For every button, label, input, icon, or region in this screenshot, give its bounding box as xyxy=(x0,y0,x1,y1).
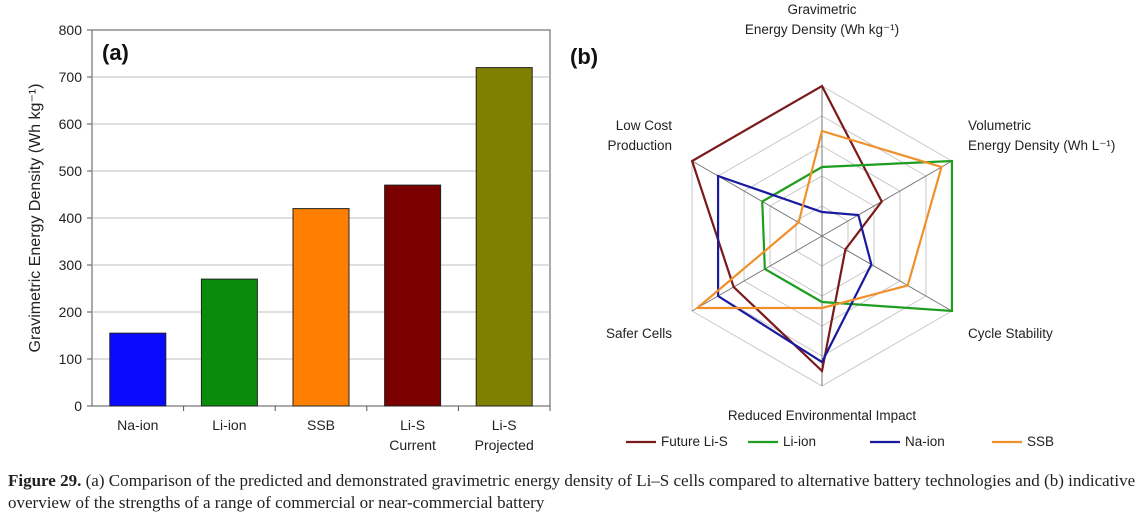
radar-axis-label: Cycle Stability xyxy=(968,326,1053,341)
x-tick-label: Na-ion xyxy=(117,417,158,433)
radar-axis-label: Gravimetric xyxy=(787,2,856,17)
x-tick-label: Li-ion xyxy=(212,417,246,433)
figure-caption: Figure 29. (a) Comparison of the predict… xyxy=(8,470,1136,514)
radar-series xyxy=(761,159,954,313)
legend-label: Na-ion xyxy=(905,434,945,449)
bar xyxy=(200,278,258,407)
radar-axis-label: Energy Density (Wh L⁻¹) xyxy=(968,138,1115,153)
bar xyxy=(109,332,167,407)
panel-label: (a) xyxy=(102,40,129,65)
y-tick-label: 100 xyxy=(59,351,83,367)
y-axis-label: Gravimetric Energy Density (Wh kg⁻¹) xyxy=(27,84,44,353)
y-tick-label: 500 xyxy=(59,163,83,179)
radar-axis-label: Reduced Environmental Impact xyxy=(728,408,917,423)
y-tick-label: 700 xyxy=(59,69,83,85)
y-tick-label: 0 xyxy=(74,398,82,414)
radar-chart-panel: (b) Gravimetric Energy Density (Wh kg⁻¹) Vo… xyxy=(568,0,1144,460)
radar-chart: (b) Gravimetric Energy Density (Wh kg⁻¹) Vo… xyxy=(570,2,1115,449)
radar-axis-label: Low Cost xyxy=(616,118,673,133)
y-tick-label: 600 xyxy=(59,116,83,132)
radar-axis-label: Energy Density (Wh kg⁻¹) xyxy=(745,22,899,37)
radar-spoke xyxy=(821,235,953,312)
legend-label: Future Li-S xyxy=(661,434,728,449)
radar-series xyxy=(690,84,884,374)
x-tick-label: Li-S xyxy=(492,417,517,433)
radar-spoke xyxy=(691,235,823,312)
y-tick-label: 400 xyxy=(59,210,83,226)
radar-spoke xyxy=(821,160,953,237)
x-tick-label: SSB xyxy=(307,417,335,433)
bar xyxy=(384,184,442,407)
bar xyxy=(475,67,533,407)
bar xyxy=(292,208,350,407)
radar-axis-label: Production xyxy=(607,138,672,153)
x-tick-label: Li-S xyxy=(400,417,425,433)
radar-axis-label: Safer Cells xyxy=(606,326,672,341)
radar-series xyxy=(716,174,873,364)
legend-label: SSB xyxy=(1027,434,1054,449)
caption-text: (a) Comparison of the predicted and demo… xyxy=(8,471,1136,512)
y-tick-label: 200 xyxy=(59,304,83,320)
radar-spoke xyxy=(691,160,823,237)
y-tick-label: 300 xyxy=(59,257,83,273)
y-tick-label: 800 xyxy=(59,22,83,38)
radar-series xyxy=(694,129,943,310)
x-tick-label: Current xyxy=(389,437,436,453)
bar-chart-panel: 0 100 200 300 400 500 600 700 800 Na-ion Li-ion SSB… xyxy=(0,0,560,460)
legend-label: Li-ion xyxy=(783,434,816,449)
panel-label: (b) xyxy=(570,44,598,69)
caption-label: Figure 29. xyxy=(8,471,82,490)
x-tick-label: Projected xyxy=(475,437,534,453)
radar-axis-label: Volumetric xyxy=(968,118,1031,133)
bar-chart: 0 100 200 300 400 500 600 700 800 Na-ion Li-ion SSB… xyxy=(27,22,551,453)
